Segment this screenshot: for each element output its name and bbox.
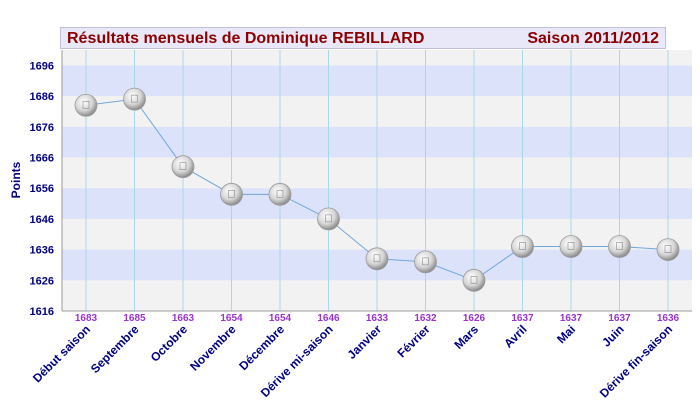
x-tick-label: Décembre xyxy=(236,322,287,373)
data-value-label: 1654 xyxy=(269,313,292,324)
y-axis-label: Points xyxy=(9,161,23,198)
y-tick-label: 1696 xyxy=(30,60,54,72)
x-tick-label: Juin xyxy=(599,322,626,349)
data-point xyxy=(511,235,534,258)
chart-title-box: Résultats mensuels de Dominique REBILLAR… xyxy=(60,27,666,49)
x-tick-label: Avril xyxy=(501,322,529,350)
chart-title: Résultats mensuels de Dominique REBILLAR… xyxy=(67,30,425,47)
data-value-label: 1683 xyxy=(75,313,98,324)
y-tick-label: 1616 xyxy=(30,306,54,318)
y-tick-label: 1666 xyxy=(30,152,54,164)
data-value-label: 1637 xyxy=(608,313,631,324)
x-tick-label: Mars xyxy=(451,322,481,352)
x-tick-label: Février xyxy=(394,322,432,360)
data-value-label: 1685 xyxy=(123,313,146,324)
season-label: Saison 2011/2012 xyxy=(527,30,659,47)
data-value-label: 1637 xyxy=(511,313,534,324)
data-value-label: 1654 xyxy=(220,313,243,324)
data-value-label: 1633 xyxy=(366,313,389,324)
data-point xyxy=(656,238,680,261)
y-tick-label: 1646 xyxy=(30,214,54,226)
data-point xyxy=(365,247,389,271)
data-value-label: 1663 xyxy=(172,313,195,324)
y-tick-label: 1676 xyxy=(30,122,54,134)
y-tick-label: 1636 xyxy=(30,245,54,257)
data-value-label: 1632 xyxy=(414,313,437,324)
data-point xyxy=(317,207,340,231)
data-point xyxy=(268,182,292,206)
x-tick-label: Novembre xyxy=(187,322,239,374)
data-point xyxy=(123,87,146,111)
x-tick-label: Début saison xyxy=(30,322,93,385)
y-tick-label: 1656 xyxy=(30,183,54,195)
y-tick-label: 1626 xyxy=(30,275,54,287)
data-point xyxy=(220,182,243,206)
data-value-label: 1646 xyxy=(317,313,340,324)
data-value-label: 1637 xyxy=(560,313,583,324)
x-tick-label: Mai xyxy=(554,322,578,346)
y-tick-label: 1686 xyxy=(30,91,54,103)
data-point xyxy=(74,93,98,117)
data-value-label: 1626 xyxy=(463,313,486,324)
data-point xyxy=(462,268,486,292)
data-point xyxy=(171,155,195,179)
data-point xyxy=(414,250,437,274)
x-tick-label: Octobre xyxy=(148,322,191,365)
x-tick-label: Septembre xyxy=(88,322,142,376)
data-point xyxy=(608,235,631,258)
data-point xyxy=(559,235,583,258)
x-tick-label: Janvier xyxy=(345,322,385,362)
data-value-label: 1636 xyxy=(657,313,680,324)
